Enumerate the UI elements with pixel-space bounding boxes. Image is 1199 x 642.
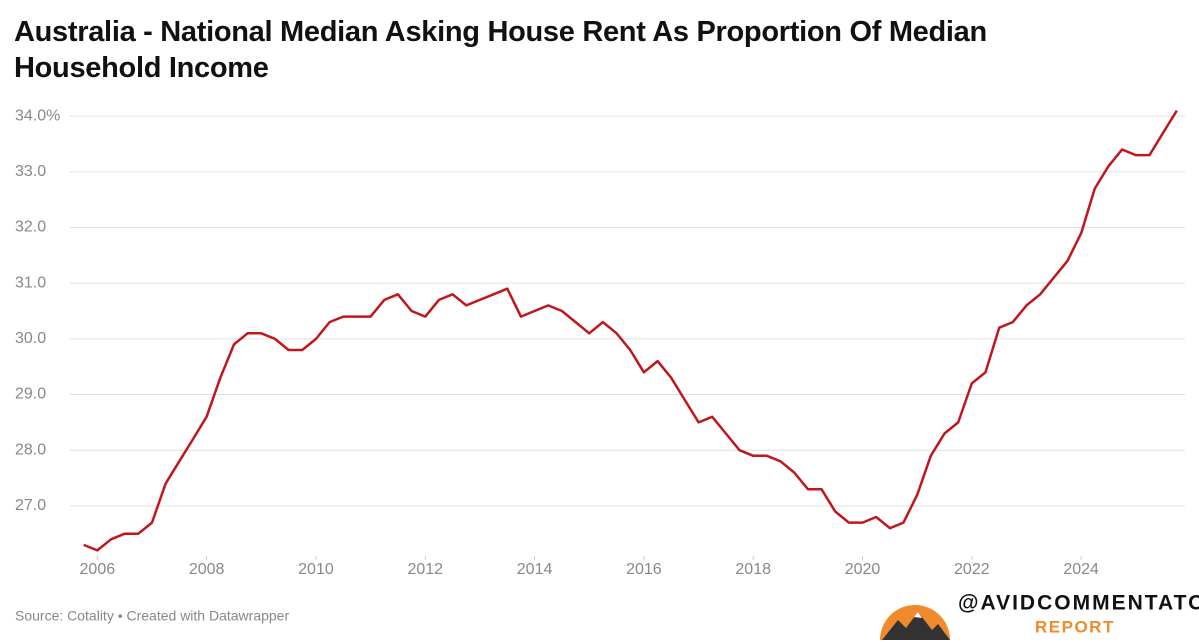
- x-tick-label: 2020: [845, 561, 881, 578]
- x-tick-label: 2012: [407, 561, 443, 578]
- watermark-subtitle: REPORT: [1035, 617, 1115, 636]
- y-tick-label: 29.0: [15, 386, 46, 403]
- y-tick-label: 30.0: [15, 330, 46, 347]
- x-tick-label: 2018: [735, 561, 771, 578]
- x-tick-label: 2024: [1063, 561, 1099, 578]
- source: Source: Cotality • Created with Datawrap…: [15, 608, 289, 624]
- x-tick-label: 2022: [954, 561, 990, 578]
- chart-title: Australia - National Median Asking House…: [14, 16, 987, 84]
- x-tick-label: 2014: [517, 561, 553, 578]
- x-tick-label: 2016: [626, 561, 662, 578]
- y-tick-label: 27.0: [15, 497, 46, 514]
- x-tick-label: 2010: [298, 561, 334, 578]
- watermark-logo: @AVIDCOMMENTATOR REPORT: [880, 592, 1199, 640]
- x-tick-label: 2006: [80, 561, 116, 578]
- x-tick-label: 2008: [189, 561, 225, 578]
- y-tick-label: 33.0: [15, 163, 46, 180]
- y-tick-label: 28.0: [15, 441, 46, 458]
- y-tick-label: 31.0: [15, 274, 46, 291]
- y-tick-label: 34.0%: [15, 107, 60, 124]
- watermark-handle: @AVIDCOMMENTATOR: [958, 592, 1199, 615]
- series-line: [83, 109, 1178, 552]
- y-tick-label: 32.0: [15, 219, 46, 236]
